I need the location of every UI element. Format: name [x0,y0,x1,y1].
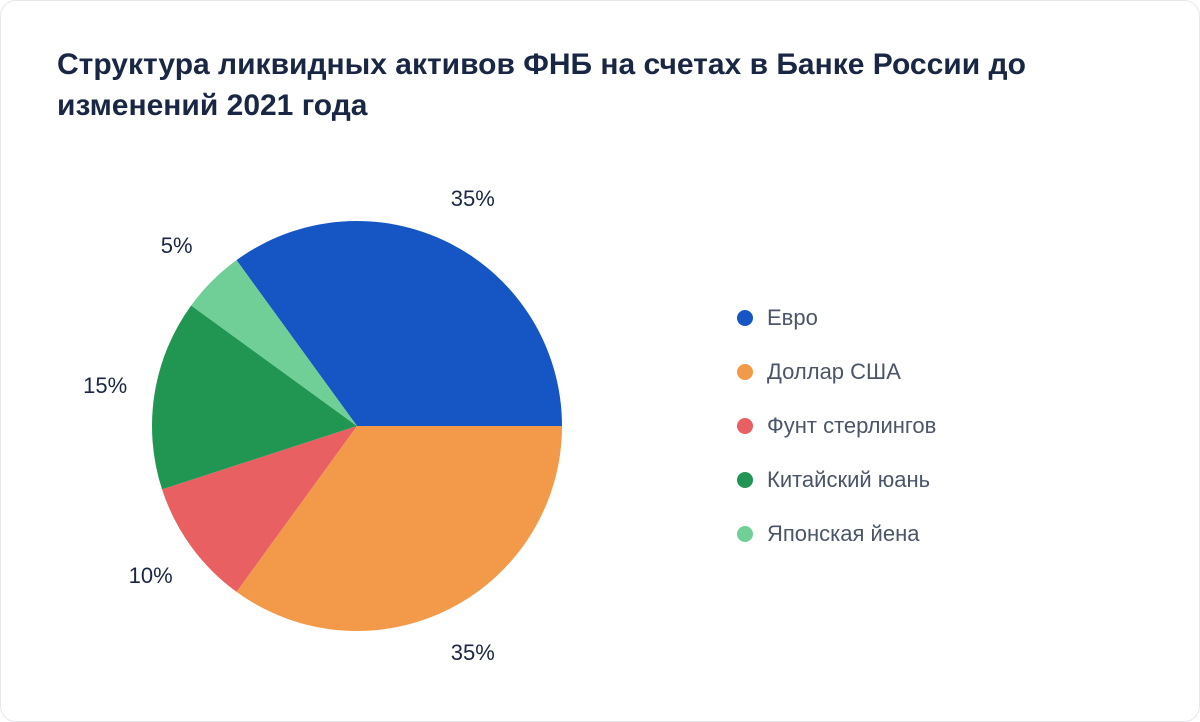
pie-slice-label: 10% [129,563,173,589]
legend-swatch [737,364,753,380]
legend-item: Японская йена [737,521,936,547]
legend-label: Фунт стерлингов [767,413,936,439]
chart-title: Структура ликвидных активов ФНБ на счета… [57,45,1143,126]
legend-item: Фунт стерлингов [737,413,936,439]
pie-chart: 35% 35% 10% 15% 5% [57,166,657,686]
legend: Евро Доллар США Фунт стерлингов Китайский ю… [737,305,936,547]
legend-swatch [737,310,753,326]
legend-swatch [737,418,753,434]
pie-slice-label: 5% [161,233,193,259]
legend-item: Доллар США [737,359,936,385]
legend-label: Японская йена [767,521,919,547]
legend-item: Евро [737,305,936,331]
legend-label: Китайский юань [767,467,930,493]
legend-swatch [737,526,753,542]
chart-card: Структура ликвидных активов ФНБ на счета… [0,0,1200,722]
pie-slice-label: 15% [83,373,127,399]
legend-label: Доллар США [767,359,901,385]
chart-row: 35% 35% 10% 15% 5% Евро Доллар США Фунт стерли… [57,166,1143,686]
legend-swatch [737,472,753,488]
legend-item: Китайский юань [737,467,936,493]
legend-label: Евро [767,305,818,331]
pie-slice-label: 35% [451,640,495,666]
pie-slice-label: 35% [451,186,495,212]
